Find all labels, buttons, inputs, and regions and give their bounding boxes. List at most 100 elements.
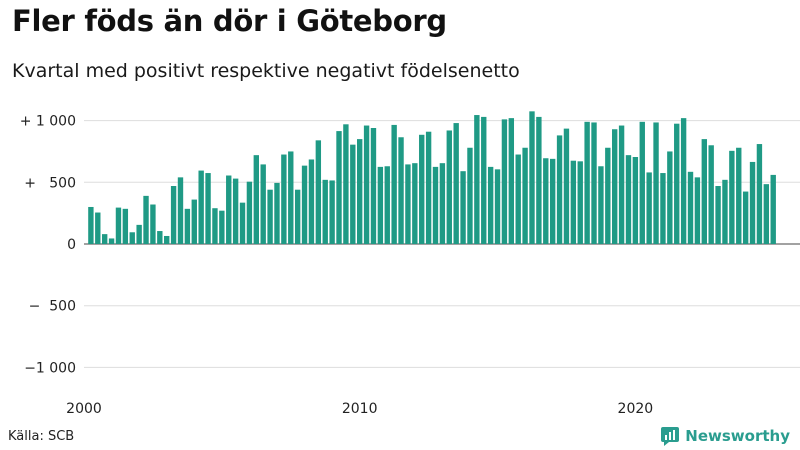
bar [412, 163, 418, 244]
bar [164, 235, 170, 244]
newsworthy-logo-icon [661, 427, 680, 446]
bar [95, 212, 101, 244]
bar [115, 207, 122, 244]
bar [674, 123, 680, 244]
bar [315, 140, 322, 244]
bar [370, 128, 377, 244]
bar [536, 116, 542, 244]
bar [722, 179, 728, 244]
bar [260, 164, 266, 244]
bar [281, 154, 287, 244]
bar [625, 155, 632, 244]
source-note: Källa: SCB [8, 429, 75, 444]
bar [667, 151, 673, 244]
bar [357, 139, 363, 244]
bar [329, 180, 335, 244]
bar [605, 147, 611, 244]
bar [646, 172, 652, 244]
bar [288, 151, 294, 244]
bar [343, 124, 349, 244]
bar [184, 208, 191, 244]
bar [446, 130, 452, 244]
bar [715, 186, 721, 244]
bar [729, 150, 735, 244]
bar [336, 131, 342, 244]
bar [439, 163, 446, 244]
bar [639, 121, 645, 244]
bar [501, 119, 508, 244]
bar [494, 169, 501, 244]
y-tick-label: + 1 000 [20, 114, 76, 130]
bar [294, 189, 301, 244]
bar [150, 204, 156, 244]
x-tick-label: 2020 [618, 401, 654, 417]
bar [219, 210, 225, 244]
bar [384, 166, 390, 244]
bar [212, 208, 218, 244]
bar [322, 179, 328, 244]
bar [584, 121, 590, 244]
bar [239, 202, 246, 244]
bar [419, 134, 425, 244]
bar [460, 171, 466, 244]
bar [756, 144, 763, 244]
bar [170, 186, 177, 244]
bar [453, 123, 459, 244]
bar [653, 122, 659, 244]
bar [515, 154, 521, 244]
x-tick-label: 2000 [66, 401, 102, 417]
bar [391, 124, 397, 244]
bar [377, 166, 384, 245]
brand-name: Newsworthy [685, 427, 790, 445]
bar [577, 161, 583, 244]
bar [274, 182, 280, 244]
bar [481, 116, 487, 244]
y-tick-label: 0 [67, 237, 76, 253]
bar [474, 115, 480, 244]
bar [508, 118, 515, 244]
bar [301, 165, 308, 244]
bar [529, 111, 535, 244]
bar [432, 166, 439, 245]
chart-title: Fler föds än dör i Göteborg [12, 4, 447, 38]
brand-logo: Newsworthy [660, 426, 790, 446]
bar [487, 166, 494, 245]
bar [742, 191, 749, 245]
bar [405, 164, 411, 244]
bar [363, 125, 370, 244]
bar [350, 144, 356, 244]
bar [770, 174, 776, 244]
bar [157, 231, 163, 244]
bar [563, 128, 570, 244]
bar [398, 137, 404, 244]
bar [736, 147, 742, 244]
chart-subtitle: Kvartal med positivt respektive negativt… [12, 60, 520, 82]
bar [267, 189, 273, 244]
bar [88, 206, 94, 244]
bar [177, 177, 184, 244]
bar [660, 173, 666, 244]
y-tick-label: −1 000 [24, 360, 76, 376]
bar [612, 129, 618, 244]
bar [749, 161, 756, 244]
bar [129, 232, 135, 244]
bar [122, 208, 129, 244]
bar [253, 155, 259, 244]
bar [246, 181, 253, 244]
x-tick-label: 2010 [342, 401, 378, 417]
bar [598, 166, 604, 244]
bar [708, 145, 714, 244]
y-tick-label: + 500 [24, 175, 76, 191]
bar [467, 147, 473, 244]
bar [763, 184, 770, 244]
bar [198, 170, 204, 244]
bar [425, 131, 432, 244]
bar [143, 195, 149, 244]
bar [232, 178, 239, 244]
bar [591, 122, 597, 244]
bar [618, 125, 625, 244]
bar [549, 158, 556, 244]
bar [543, 158, 549, 244]
bar [701, 139, 707, 244]
